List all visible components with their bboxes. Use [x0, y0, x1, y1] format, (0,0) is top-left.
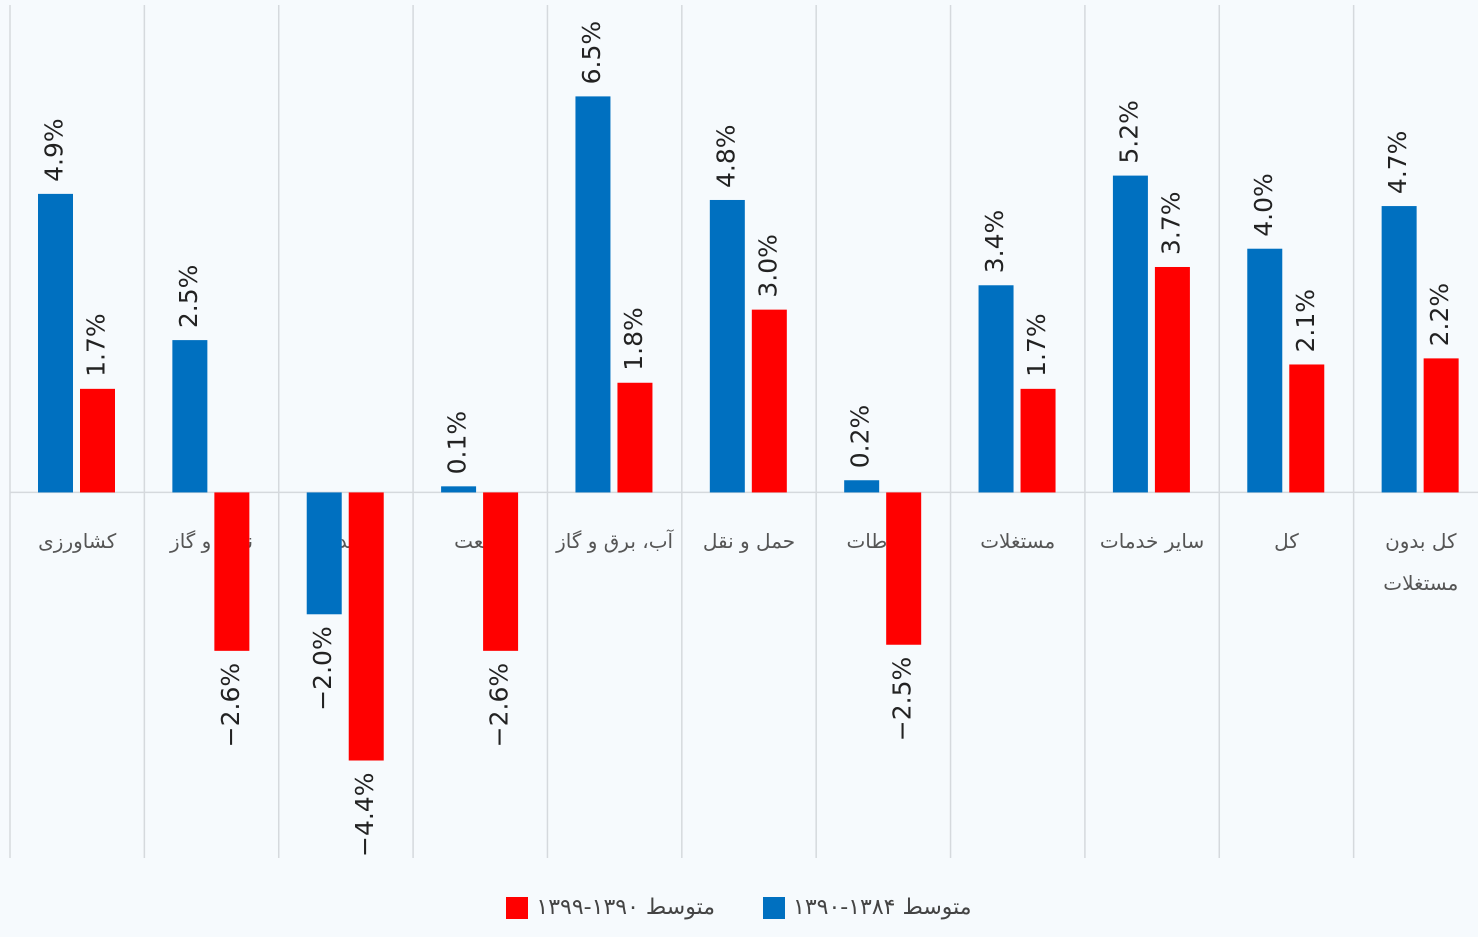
x-tick-label: سایر خدمات	[1099, 529, 1205, 553]
data-label: 2.2%	[1425, 283, 1454, 347]
bar	[1154, 266, 1190, 493]
legend: متوسط ۱۳۸۴-۱۳۹۰ متوسط ۱۳۹۰-۱۳۹۹	[0, 895, 1478, 920]
x-tick-label: آب، برق و گاز	[556, 529, 674, 553]
data-label: −4.4%	[350, 773, 379, 857]
bar	[978, 285, 1014, 493]
data-label: 5.2%	[1114, 100, 1143, 164]
bar	[751, 309, 787, 493]
x-tick-label: کل بدون مستغلات	[1383, 529, 1459, 595]
legend-swatch	[763, 896, 785, 919]
bar	[38, 193, 73, 493]
plot: 4.9% 2.5% −2.0% 0.1% 6.5% 4.8% 0.2% 3.4% 5.2% 4.0…	[9, 5, 1478, 858]
data-label: 1.7%	[82, 313, 111, 377]
bar	[80, 388, 115, 493]
data-label: 2.1%	[1291, 289, 1320, 353]
legend-label: متوسط ۱۳۹۰-۱۳۹۹	[536, 895, 715, 920]
bar	[214, 492, 250, 651]
data-label: 4.7%	[1383, 131, 1412, 195]
x-tick-label: کشاورزی	[38, 529, 117, 553]
bar	[1381, 206, 1417, 493]
bar	[709, 199, 745, 493]
bar	[1020, 388, 1056, 493]
bar	[1423, 358, 1459, 493]
bar	[441, 486, 477, 493]
data-label: 1.7%	[1022, 313, 1051, 377]
x-tick-label: مستغلات	[980, 529, 1056, 553]
bar	[575, 96, 611, 493]
data-label: 6.5%	[577, 21, 606, 85]
bar	[617, 382, 653, 493]
bar	[348, 492, 384, 761]
legend-item: متوسط ۱۳۹۰-۱۳۹۹	[506, 895, 715, 920]
x-tick-label: حمل و نقل	[702, 529, 796, 553]
data-label: 0.2%	[846, 405, 875, 469]
data-label: −2.0%	[308, 626, 337, 710]
data-label: 4.9%	[40, 118, 69, 182]
legend-swatch	[506, 896, 529, 919]
bar	[483, 492, 519, 651]
data-label: 0.1%	[443, 411, 472, 475]
data-label: 3.7%	[1156, 191, 1185, 255]
data-label: −2.6%	[485, 663, 514, 747]
legend-item: متوسط ۱۳۸۴-۱۳۹۰	[763, 895, 972, 920]
bar	[844, 480, 880, 493]
legend-label: متوسط ۱۳۸۴-۱۳۹۰	[793, 895, 972, 920]
data-label: −2.6%	[216, 663, 245, 747]
bar	[1247, 248, 1283, 493]
x-tick-label: کل	[1274, 529, 1299, 553]
data-label: 3.0%	[753, 234, 782, 298]
data-label: 3.4%	[980, 210, 1009, 274]
bar	[886, 492, 922, 645]
bar	[1289, 364, 1325, 493]
data-label: 4.0%	[1249, 173, 1278, 237]
data-label: 1.8%	[619, 307, 648, 371]
bar	[1112, 175, 1148, 493]
data-label: −2.5%	[888, 657, 917, 741]
data-label: 4.8%	[711, 124, 740, 188]
bar	[306, 492, 342, 615]
data-label: 2.5%	[174, 265, 203, 329]
bar	[172, 340, 208, 493]
